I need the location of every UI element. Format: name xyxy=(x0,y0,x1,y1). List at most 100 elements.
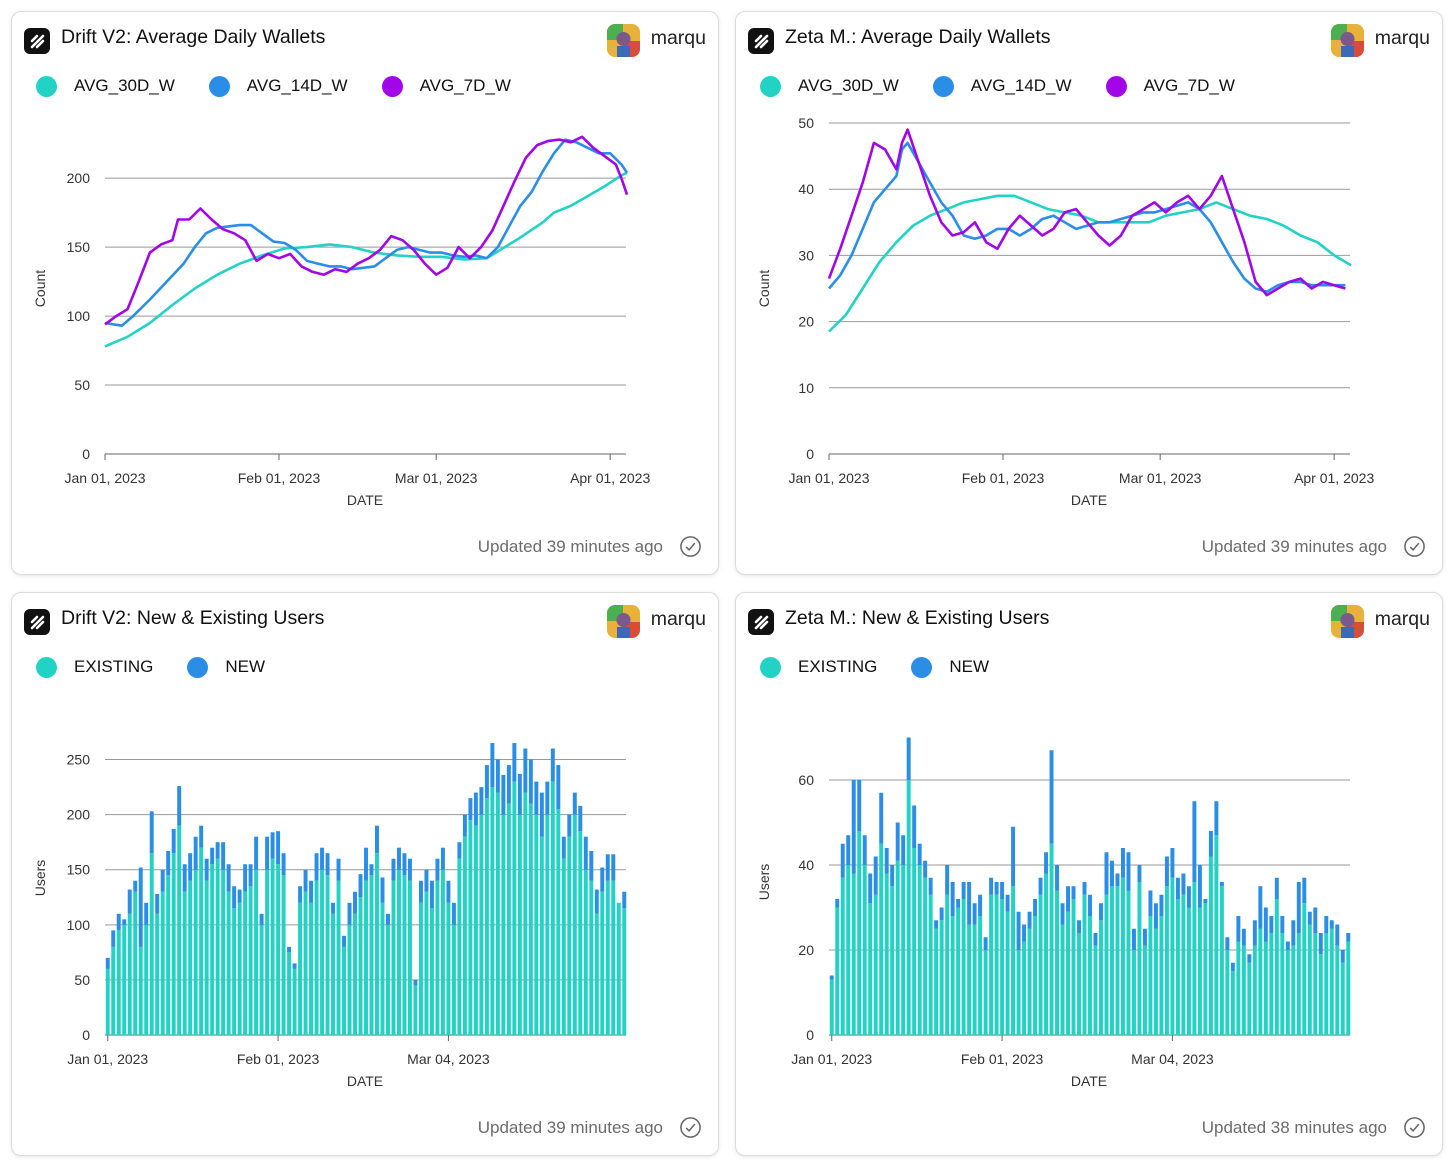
check-circle-icon[interactable] xyxy=(679,1116,702,1139)
legend-item[interactable]: NEW xyxy=(187,656,265,678)
bar-new xyxy=(1000,882,1005,899)
legend-item[interactable]: AVG_14D_W xyxy=(208,75,348,97)
bar-existing xyxy=(127,913,132,1035)
bar-existing xyxy=(1044,873,1049,1035)
series-line xyxy=(104,138,629,327)
bar-existing xyxy=(923,877,928,1035)
series-line xyxy=(104,135,629,326)
username[interactable]: marqu xyxy=(1374,608,1430,630)
y-tick-label: 100 xyxy=(67,308,91,324)
card-header: Zeta M.: New & Existing Users marqu xyxy=(736,593,1442,649)
bar-existing xyxy=(583,869,588,1035)
bar-existing xyxy=(1131,950,1136,1035)
bar-existing xyxy=(589,880,594,1035)
bar-new xyxy=(446,880,451,903)
bar-new xyxy=(1192,801,1197,882)
bar-existing xyxy=(895,860,900,1035)
username[interactable]: marqu xyxy=(650,27,706,49)
bar-new xyxy=(912,805,917,848)
bar-new xyxy=(287,946,292,953)
bar-new xyxy=(884,848,889,874)
y-tick-label: 150 xyxy=(67,239,91,255)
legend-item[interactable]: AVG_30D_W xyxy=(760,75,899,97)
bar-new xyxy=(1324,916,1329,933)
x-axis-title: DATE xyxy=(347,492,383,508)
bar-existing xyxy=(1313,933,1318,1035)
bar-new xyxy=(846,835,851,865)
x-tick-label: Feb 01, 2023 xyxy=(962,470,1045,486)
check-circle-icon[interactable] xyxy=(1403,535,1426,558)
bar-existing xyxy=(314,880,319,1035)
bar-new xyxy=(950,882,955,916)
username[interactable]: marqu xyxy=(650,608,706,630)
bar-existing xyxy=(1230,971,1235,1035)
bar-new xyxy=(1027,911,1032,929)
legend-item[interactable]: AVG_7D_W xyxy=(381,75,511,97)
card-title: Zeta M.: Average Daily Wallets xyxy=(785,26,1051,48)
bar-existing xyxy=(1263,941,1268,1035)
bar-existing xyxy=(347,924,352,1035)
bar-existing xyxy=(380,902,385,1035)
bar-existing xyxy=(928,894,933,1035)
legend-item[interactable]: EXISTING xyxy=(36,656,153,678)
x-tick-label: Jan 01, 2023 xyxy=(789,470,870,486)
bar-new xyxy=(1011,826,1016,887)
bar-existing xyxy=(1236,941,1241,1035)
bar-existing xyxy=(906,780,911,1035)
bar-existing xyxy=(1148,916,1153,1035)
bar-chart: 0 50 100 150 200 250 DATE Users Jan 01, 2023 Feb … xyxy=(32,743,627,1089)
series-line xyxy=(828,194,1352,333)
bar-existing xyxy=(611,880,616,1035)
legend-item[interactable]: AVG_7D_W xyxy=(1105,75,1235,97)
bar-new xyxy=(945,865,950,895)
bar-new xyxy=(556,765,561,810)
bar-new xyxy=(600,867,605,892)
bar-new xyxy=(1060,903,1065,925)
username[interactable]: marqu xyxy=(1374,27,1430,49)
y-tick-label: 50 xyxy=(798,115,814,131)
x-axis-title: DATE xyxy=(1071,492,1107,508)
bar-existing xyxy=(248,886,253,1035)
user-avatar[interactable] xyxy=(607,24,640,57)
bar-new xyxy=(1049,750,1054,844)
bar-existing xyxy=(204,880,209,1035)
bar-existing xyxy=(1164,886,1169,1035)
bar-new xyxy=(1285,941,1290,950)
bar-existing xyxy=(386,924,390,1035)
bar-existing xyxy=(276,864,281,1035)
bar-existing xyxy=(1296,933,1301,1035)
bar-new xyxy=(1296,882,1301,933)
x-tick-label: Mar 01, 2023 xyxy=(1119,470,1202,486)
x-axis-title: DATE xyxy=(1071,1073,1107,1089)
user-avatar[interactable] xyxy=(607,605,640,638)
bar-existing xyxy=(138,946,143,1035)
bar-existing xyxy=(1324,933,1329,1035)
bar-new xyxy=(972,903,977,925)
bar-new xyxy=(550,748,555,782)
bar-new xyxy=(961,882,966,899)
bar-new xyxy=(1104,852,1109,895)
bar-new xyxy=(906,737,911,780)
bar-new xyxy=(204,858,209,881)
check-circle-icon[interactable] xyxy=(1403,1116,1426,1139)
user-avatar[interactable] xyxy=(1331,605,1364,638)
bar-new xyxy=(851,780,856,874)
bar-new xyxy=(358,874,363,898)
bar-new xyxy=(1170,848,1175,878)
check-circle-icon[interactable] xyxy=(679,535,702,558)
legend-item[interactable]: AVG_14D_W xyxy=(932,75,1072,97)
bar-new xyxy=(325,853,330,876)
bar-existing xyxy=(342,946,346,1035)
bar-existing xyxy=(917,865,922,1035)
bar-existing xyxy=(287,952,292,1035)
bar-existing xyxy=(840,877,845,1035)
bar-new xyxy=(901,835,906,865)
bar-new xyxy=(407,858,412,881)
legend-item[interactable]: NEW xyxy=(911,656,989,678)
dashboard-card: Drift V2: New & Existing Users marqu EXI… xyxy=(11,592,719,1156)
legend-item[interactable]: AVG_30D_W xyxy=(36,75,175,97)
user-avatar[interactable] xyxy=(1331,24,1364,57)
legend-item[interactable]: EXISTING xyxy=(760,656,877,678)
bar-existing xyxy=(149,853,154,1035)
bar-new xyxy=(1055,865,1060,891)
